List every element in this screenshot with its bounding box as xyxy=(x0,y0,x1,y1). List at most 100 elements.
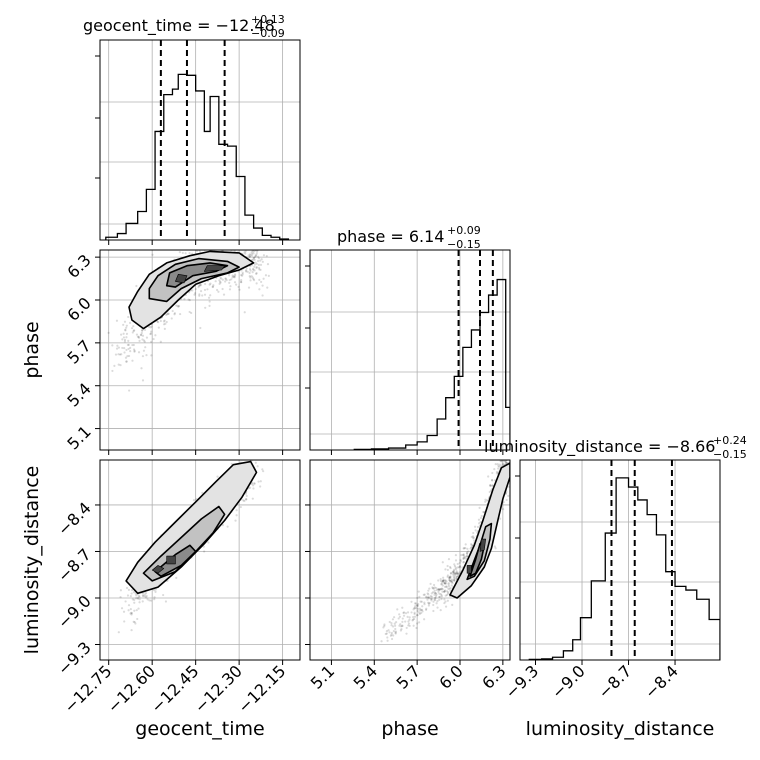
sample-point xyxy=(443,598,446,601)
title-phase: phase = 6.14 xyxy=(337,227,444,246)
sample-point xyxy=(208,300,211,303)
sample-point xyxy=(224,228,226,230)
sample-point xyxy=(470,535,473,539)
sample-point xyxy=(462,560,465,564)
sample-point xyxy=(423,618,426,621)
sample-point xyxy=(417,607,420,610)
sample-point xyxy=(234,241,236,243)
sample-point xyxy=(166,312,170,316)
sample-point xyxy=(254,254,257,257)
sample-point xyxy=(383,623,386,626)
sample-point xyxy=(256,465,259,468)
sample-point xyxy=(416,614,419,617)
sample-point xyxy=(448,587,451,591)
sample-point xyxy=(232,275,236,278)
sample-point xyxy=(430,597,433,601)
sample-point xyxy=(175,576,178,579)
sample-point xyxy=(418,595,421,598)
sample-point xyxy=(243,251,246,254)
sample-point xyxy=(115,319,119,322)
sample-point xyxy=(412,615,415,619)
sample-point xyxy=(124,600,127,603)
sample-point xyxy=(235,247,237,249)
sample-point xyxy=(449,565,452,569)
sample-point xyxy=(255,265,258,269)
sample-point xyxy=(246,454,248,456)
sample-point xyxy=(444,605,448,608)
sample-point xyxy=(394,632,397,635)
sample-point xyxy=(456,574,459,577)
sample-point xyxy=(258,268,261,271)
sample-point xyxy=(203,550,206,553)
sample-point xyxy=(427,596,430,599)
sample-point xyxy=(407,620,410,623)
sample-point xyxy=(132,591,135,594)
sample-point xyxy=(441,561,444,564)
sample-point xyxy=(444,579,447,583)
sample-point xyxy=(244,269,248,272)
sample-point xyxy=(440,595,443,598)
sample-point xyxy=(465,555,468,558)
sample-point xyxy=(414,602,418,605)
sample-point xyxy=(136,596,139,599)
sample-point xyxy=(159,340,162,343)
sample-point xyxy=(472,536,475,539)
sample-point xyxy=(477,518,481,521)
sample-point xyxy=(166,313,169,316)
sample-point xyxy=(454,566,457,569)
sample-point xyxy=(453,564,457,568)
sample-point xyxy=(138,339,141,342)
sample-point xyxy=(449,575,452,578)
sample-point xyxy=(151,253,154,256)
contour-level-3 xyxy=(175,273,188,284)
sample-point xyxy=(435,594,438,598)
sample-point xyxy=(204,306,207,309)
sample-point xyxy=(218,279,221,282)
sample-point xyxy=(149,332,152,336)
sample-point xyxy=(251,244,253,246)
sample-point xyxy=(204,282,207,286)
sample-point xyxy=(125,360,128,363)
sample-point xyxy=(256,259,260,263)
sample-point xyxy=(125,360,128,363)
sample-point xyxy=(266,263,270,266)
sample-point xyxy=(413,607,416,610)
sample-point xyxy=(390,624,393,627)
sample-point xyxy=(453,576,456,579)
sample-point xyxy=(496,463,499,466)
sample-point xyxy=(132,329,135,333)
sample-point xyxy=(245,270,248,273)
sample-point xyxy=(184,252,187,255)
sample-point xyxy=(198,250,201,253)
sample-point xyxy=(173,313,176,316)
sample-point xyxy=(452,570,455,573)
sample-point xyxy=(505,456,507,458)
sample-point xyxy=(123,340,127,343)
sample-point xyxy=(500,457,502,459)
sample-point xyxy=(125,336,128,339)
sample-point xyxy=(472,537,475,540)
sample-point xyxy=(206,288,209,291)
sample-point xyxy=(447,592,450,595)
sample-point xyxy=(262,470,265,473)
sample-point xyxy=(141,600,144,603)
sample-point xyxy=(143,593,146,596)
sample-point xyxy=(252,277,255,281)
sample-point xyxy=(495,470,499,474)
sample-point xyxy=(150,354,153,357)
sample-point xyxy=(491,479,494,482)
sample-point xyxy=(416,604,419,607)
sample-point xyxy=(252,256,256,259)
sample-point xyxy=(124,329,127,332)
sample-point xyxy=(215,288,219,292)
sample-point xyxy=(466,547,469,550)
title-phase-sub: −0.15 xyxy=(447,238,481,251)
sample-point xyxy=(266,243,268,245)
sample-point xyxy=(399,629,403,632)
sample-point xyxy=(388,620,391,624)
sample-point xyxy=(448,579,451,582)
sample-point xyxy=(199,284,202,287)
sample-point xyxy=(135,333,139,336)
sample-point xyxy=(144,592,148,595)
x-tick-label: 5.4 xyxy=(350,661,381,692)
